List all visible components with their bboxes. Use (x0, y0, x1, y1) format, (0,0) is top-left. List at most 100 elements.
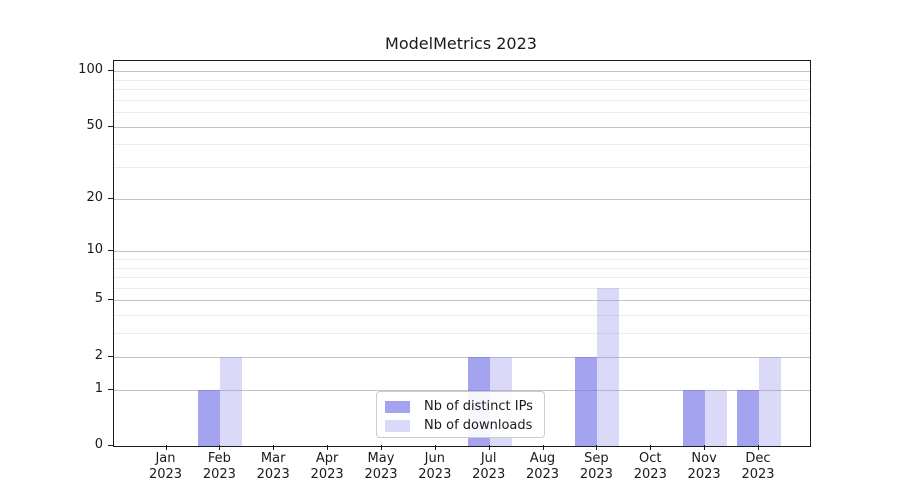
y-tick-label: 5 (94, 291, 103, 307)
minor-gridline (114, 287, 810, 289)
x-tick-label: Nov 2023 (672, 451, 736, 483)
x-tick-mark (165, 445, 167, 450)
x-tick-month: Feb (207, 451, 231, 466)
major-gridline (114, 389, 810, 391)
plot-area (113, 60, 811, 447)
x-tick-mark (488, 445, 490, 450)
legend-label-downloads: Nb of downloads (424, 418, 533, 433)
x-tick-label: Jun 2023 (403, 451, 467, 483)
minor-gridline (114, 99, 810, 101)
y-tick-mark (108, 355, 113, 357)
major-gridline (114, 356, 810, 358)
minor-gridline (114, 88, 810, 90)
x-tick-mark (327, 445, 329, 450)
x-tick-label: Aug 2023 (511, 451, 575, 483)
bar-distinct-ips-sep (575, 356, 598, 446)
legend: Nb of distinct IPs Nb of downloads (376, 391, 545, 438)
x-tick-month: Nov (691, 451, 717, 466)
x-tick-mark (650, 445, 652, 450)
x-tick-year: 2023 (148, 467, 183, 482)
minor-gridline (114, 112, 810, 113)
x-tick-mark (273, 445, 275, 450)
x-tick-year: 2023 (525, 467, 560, 482)
minor-gridline (114, 258, 810, 260)
major-gridline (114, 251, 810, 253)
y-tick-mark (108, 250, 113, 252)
x-tick-month: Mar (260, 451, 286, 466)
legend-label-distinct-ips: Nb of distinct IPs (424, 399, 533, 414)
x-tick-label: May 2023 (349, 451, 413, 483)
x-tick-month: Jun (424, 451, 445, 466)
y-tick-label: 10 (86, 242, 103, 258)
minor-gridline (114, 79, 810, 81)
x-tick-month: Sep (584, 451, 609, 466)
bar-downloads-nov (705, 389, 728, 446)
x-tick-month: Jan (155, 451, 176, 466)
x-tick-label: Sep 2023 (564, 451, 628, 483)
legend-item-downloads: Nb of downloads (377, 416, 544, 435)
x-tick-mark (219, 445, 221, 450)
x-tick-mark (704, 445, 706, 450)
chart-title: ModelMetrics 2023 (385, 34, 537, 53)
bar-downloads-sep (597, 287, 620, 446)
y-tick-label: 100 (78, 62, 103, 77)
y-tick-mark (108, 445, 113, 446)
minor-gridline (114, 267, 810, 269)
bar-distinct-ips-feb (198, 389, 221, 446)
y-tick-label: 20 (86, 189, 103, 205)
bar-distinct-ips-dec (737, 389, 759, 446)
bar-downloads-feb (220, 356, 243, 446)
minor-gridline (114, 167, 810, 168)
x-tick-year: 2023 (472, 467, 506, 482)
legend-item-distinct-ips: Nb of distinct IPs (377, 397, 544, 416)
y-tick-mark (108, 70, 113, 71)
y-tick-mark (108, 388, 113, 390)
major-gridline (114, 126, 810, 128)
y-tick-mark (108, 125, 113, 127)
y-tick-label: 0 (94, 437, 103, 452)
x-tick-month: Aug (529, 451, 556, 466)
major-gridline (114, 198, 810, 200)
x-tick-label: Dec 2023 (726, 451, 790, 483)
y-tick-mark (108, 299, 113, 301)
major-gridline (114, 300, 810, 302)
bar-distinct-ips-nov (683, 389, 706, 446)
x-tick-year: 2023 (256, 467, 290, 482)
legend-swatch-distinct-ips (385, 400, 410, 413)
x-tick-mark (434, 445, 436, 450)
x-tick-label: Jan 2023 (134, 451, 198, 483)
x-tick-year: 2023 (741, 467, 775, 482)
x-tick-year: 2023 (579, 467, 613, 482)
minor-gridline (114, 333, 810, 335)
x-tick-year: 2023 (310, 467, 344, 482)
x-tick-year: 2023 (418, 467, 452, 482)
x-tick-label: Oct 2023 (618, 451, 682, 483)
y-tick-label: 50 (86, 117, 103, 133)
x-tick-mark (381, 445, 382, 450)
minor-gridline (114, 144, 810, 146)
y-tick-label: 1 (94, 380, 103, 396)
x-tick-label: Feb 2023 (187, 451, 251, 483)
x-tick-year: 2023 (364, 467, 398, 482)
x-tick-mark (758, 445, 759, 450)
minor-gridline (114, 277, 810, 278)
legend-swatch-downloads (385, 419, 410, 432)
x-tick-label: Jul 2023 (457, 451, 521, 483)
y-tick-mark (108, 197, 113, 199)
major-gridline (114, 71, 810, 72)
x-tick-year: 2023 (687, 467, 721, 482)
bar-downloads-dec (759, 356, 781, 446)
x-tick-month: Oct (639, 451, 662, 466)
x-tick-month: May (367, 451, 395, 466)
x-tick-label: Mar 2023 (241, 451, 305, 483)
x-tick-month: Dec (745, 451, 771, 466)
x-tick-mark (596, 445, 598, 450)
minor-gridline (114, 315, 810, 317)
x-tick-label: Apr 2023 (295, 451, 359, 483)
y-tick-label: 2 (94, 347, 103, 363)
x-tick-month: Apr (315, 451, 339, 466)
x-tick-month: Jul (480, 451, 497, 466)
x-tick-year: 2023 (633, 467, 667, 482)
x-tick-year: 2023 (202, 467, 236, 482)
